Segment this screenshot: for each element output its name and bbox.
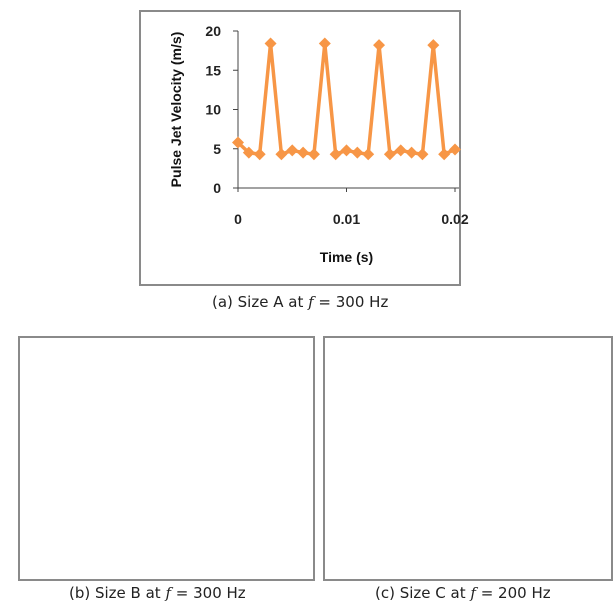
chart-a-caption-post: = 300 Hz xyxy=(313,293,389,311)
chart-b-caption-post: = 300 Hz xyxy=(171,584,246,602)
chart-a-data-point xyxy=(307,148,320,161)
chart-a-y-tick-label: 0 xyxy=(213,180,221,196)
chart-a-y-tick-label: 15 xyxy=(205,62,221,78)
chart-a-x-axis-label: Time (s) xyxy=(320,249,373,265)
chart-a-data-point xyxy=(297,146,310,159)
chart-a-data-point xyxy=(242,146,255,159)
chart-b-frame xyxy=(18,336,315,581)
chart-a-data-point xyxy=(449,143,461,156)
chart-a-x-tick-label: 0 xyxy=(234,211,242,227)
chart-c-caption-pre: (c) Size C at xyxy=(375,584,471,602)
chart-a-data-point xyxy=(383,148,396,161)
chart-a-x-tick-label: 0.02 xyxy=(441,211,468,227)
chart-a-data-point xyxy=(373,39,386,52)
chart-a-data-point xyxy=(340,144,353,157)
chart-a-data-point xyxy=(427,39,440,52)
chart-b-caption-var: f xyxy=(165,584,172,602)
chart-a-data-point xyxy=(405,146,418,159)
chart-a-data-point xyxy=(232,136,244,149)
chart-a-data-point xyxy=(438,148,451,161)
chart-a-data-point xyxy=(416,148,429,161)
chart-a-data-point xyxy=(351,146,364,159)
chart-b-caption-pre: (b) Size B at xyxy=(69,584,166,602)
chart-c-caption: (c) Size C at f = 200 Hz xyxy=(375,584,551,602)
chart-a-data-point xyxy=(275,148,288,161)
chart-a-data-point xyxy=(318,37,331,50)
chart-a-frame xyxy=(139,10,461,286)
chart-a-caption-var: f xyxy=(308,293,314,311)
chart-a-data-point xyxy=(253,148,266,161)
chart-a-x-tick-label: 0.01 xyxy=(333,211,360,227)
chart-a-caption-pre: (a) Size A at xyxy=(212,293,309,311)
chart-a-y-tick-label: 5 xyxy=(213,141,221,157)
chart-a-y-axis-label: Pulse Jet Velocity (m/s) xyxy=(168,32,184,188)
chart-a-series-line xyxy=(236,41,456,156)
chart-a-data-point xyxy=(264,37,277,50)
chart-c-caption-post: = 200 Hz xyxy=(475,584,551,602)
chart-a-data-point xyxy=(286,144,299,157)
chart-b-caption: (b) Size B at f = 300 Hz xyxy=(69,584,246,602)
chart-a-caption: (a) Size A at f = 300 Hz xyxy=(212,293,388,311)
chart-c-caption-var: f xyxy=(470,584,476,602)
chart-a-data-point xyxy=(362,148,375,161)
chart-a-y-tick-label: 20 xyxy=(205,23,221,39)
chart-a-data-point xyxy=(394,144,407,157)
chart-a-data-point xyxy=(329,148,342,161)
chart-c-frame xyxy=(323,336,613,581)
chart-a-y-tick-label: 10 xyxy=(205,102,221,118)
